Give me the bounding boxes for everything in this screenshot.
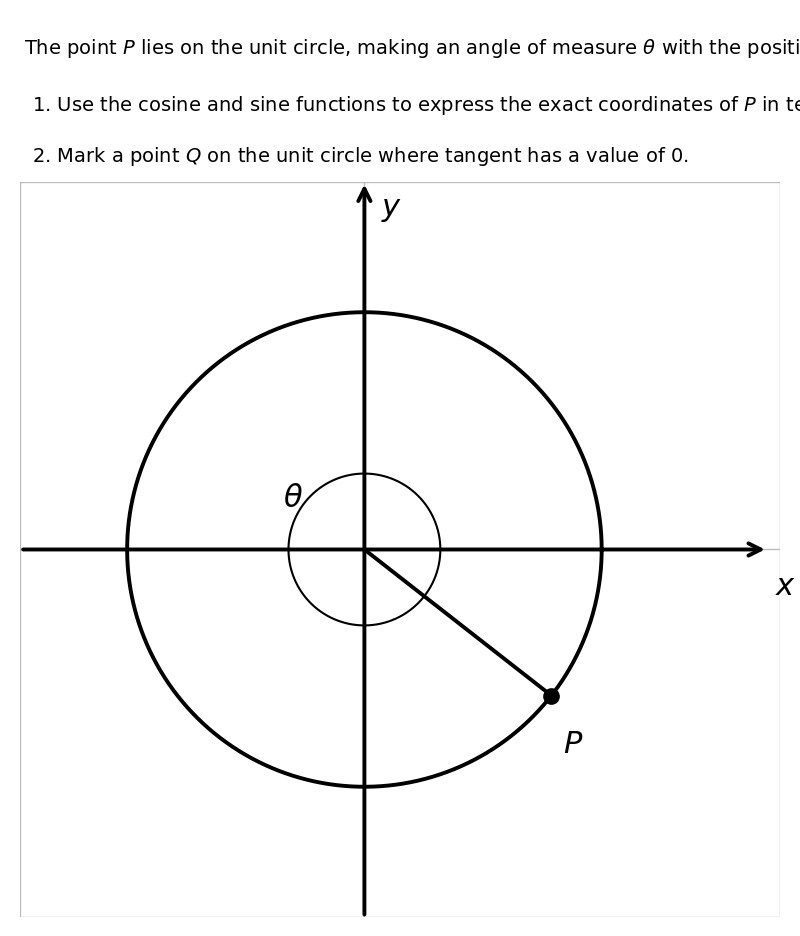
Text: The point $P$ lies on the unit circle, making an angle of measure $\theta$ with : The point $P$ lies on the unit circle, m…: [24, 37, 800, 61]
Text: $y$: $y$: [381, 195, 402, 224]
Text: 1. Use the cosine and sine functions to express the exact coordinates of $P$ in : 1. Use the cosine and sine functions to …: [32, 94, 800, 117]
Text: $x$: $x$: [775, 571, 796, 600]
Text: 2. Mark a point $Q$ on the unit circle where tangent has a value of 0.: 2. Mark a point $Q$ on the unit circle w…: [32, 145, 689, 168]
Text: $P$: $P$: [563, 729, 583, 758]
Text: $\theta$: $\theta$: [283, 483, 303, 512]
